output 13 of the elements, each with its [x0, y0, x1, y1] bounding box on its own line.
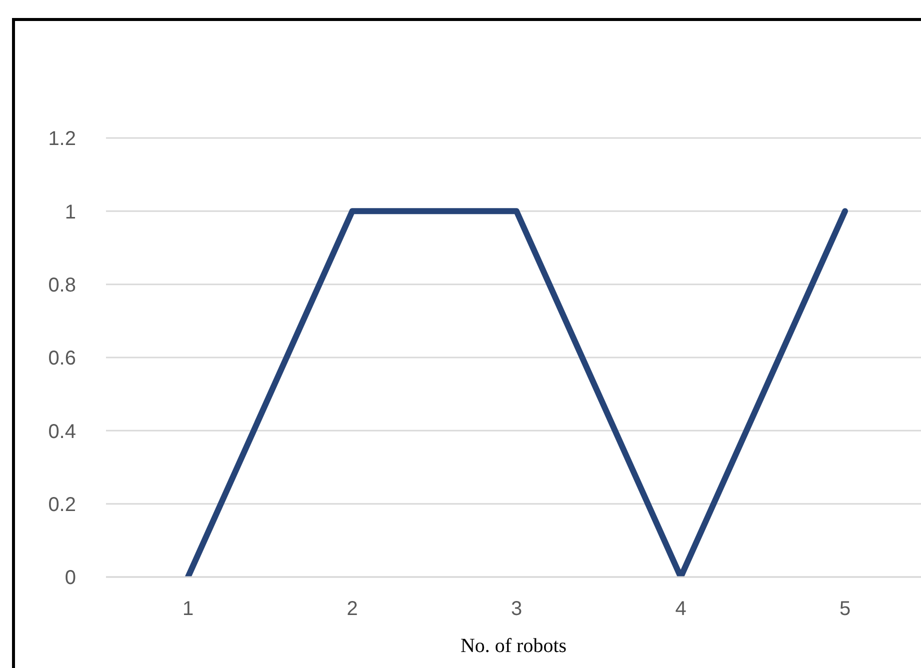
x-tick-label: 3 — [510, 598, 522, 620]
x-tick-label: 5 — [839, 598, 851, 620]
y-tick-label: 0.6 — [48, 348, 76, 370]
x-tick-label: 1 — [182, 598, 194, 620]
y-tick-label: 0.4 — [48, 420, 76, 443]
y-tick-label: 0.8 — [48, 274, 76, 296]
y-tick-label: 0.2 — [48, 494, 76, 516]
y-tick-label: 0 — [64, 567, 76, 590]
x-tick-label: 4 — [675, 598, 686, 620]
x-tick-label: 2 — [346, 598, 358, 620]
y-tick-label: 1 — [64, 201, 76, 224]
x-axis-title: No. of robots — [460, 635, 567, 657]
y-tick-label: 1.2 — [48, 128, 76, 150]
